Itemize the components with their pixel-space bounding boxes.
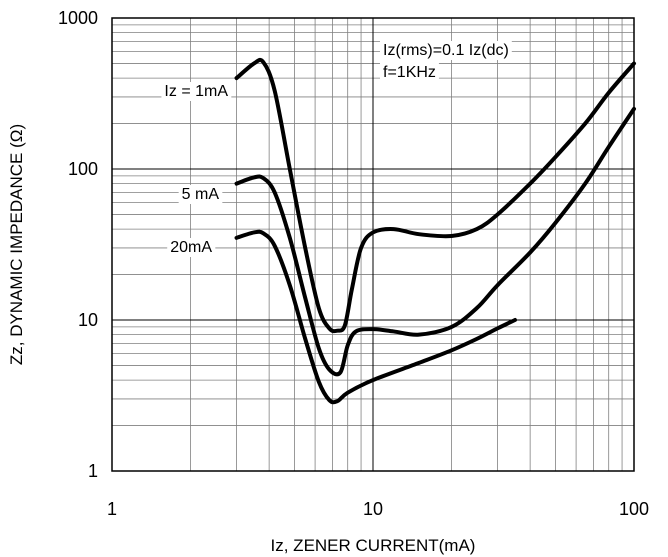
series-label-20ma: 20mA [170, 239, 212, 256]
annotation-line-1: Iz(rms)=0.1 Iz(dc) [383, 42, 509, 59]
series-line-2 [234, 229, 517, 405]
label-background [178, 185, 223, 204]
x-tick-label: 10 [363, 499, 383, 519]
label-background [167, 238, 216, 257]
x-tick-label: 1 [107, 499, 117, 519]
plot-frame [111, 17, 635, 472]
y-axis-title: Zz, DYNAMIC IMPEDANCE (Ω) [7, 124, 26, 365]
y-tick-label: 1 [88, 461, 98, 481]
y-tick-label: 1000 [58, 8, 98, 28]
series-label-5ma: 5 mA [182, 186, 220, 203]
annotation-line-2: f=1KHz [383, 64, 436, 81]
label-background [161, 82, 232, 101]
series-lines [234, 57, 636, 405]
series-label-1ma: Iz = 1mA [164, 83, 228, 100]
series-line-1 [234, 106, 636, 377]
x-tick-label: 100 [619, 499, 649, 519]
y-tick-label: 100 [68, 159, 98, 179]
y-tick-label: 10 [78, 310, 98, 330]
series-line-0 [234, 57, 636, 334]
x-axis-title: Iz, ZENER CURRENT(mA) [271, 536, 476, 555]
tick-labels: 1 10 100 1 10 100 1000 [58, 8, 649, 519]
label-background [380, 41, 512, 60]
label-background [380, 63, 439, 82]
